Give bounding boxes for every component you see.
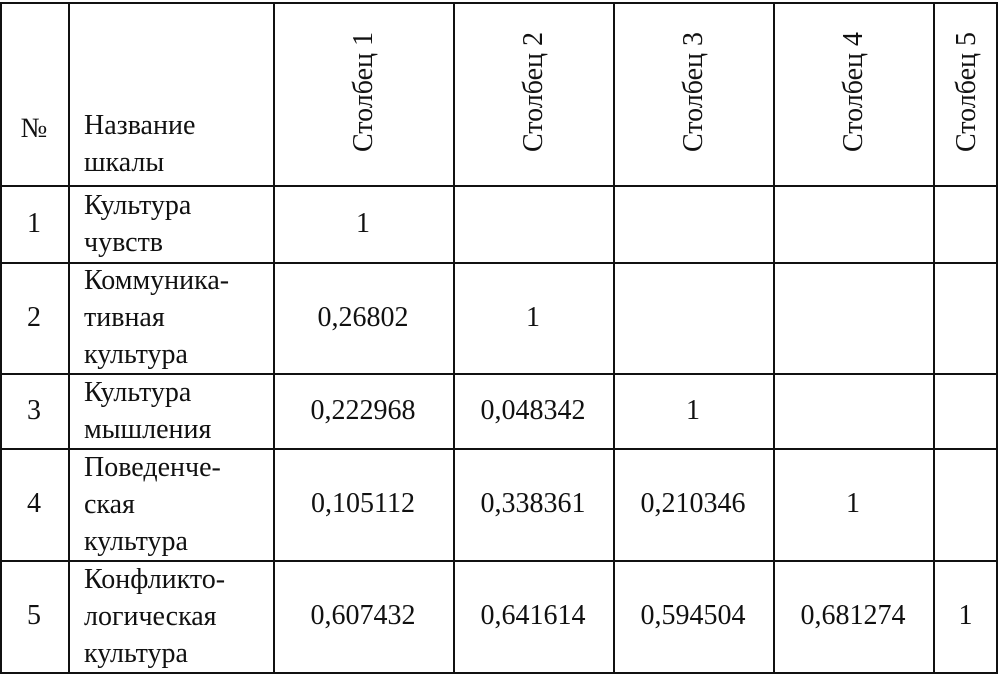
header-column: Столбец 3 <box>678 31 709 153</box>
row-name-line: Поведенче- <box>84 451 221 483</box>
row-name-line: мышления <box>84 413 212 445</box>
row-name: Конфликто-логическая культура <box>68 560 273 672</box>
value-cell: 0,26802 <box>273 262 453 373</box>
value-cell: 0,048342 <box>453 373 613 448</box>
value-cell: 0,105112 <box>273 448 453 560</box>
header-number-cell: № <box>0 2 68 185</box>
value-cell: 1 <box>933 560 998 672</box>
row-number-cell: 2 <box>0 262 68 373</box>
value-cell: 0,338361 <box>453 448 613 560</box>
row-name-line: культура <box>84 525 188 557</box>
table-border <box>0 262 998 264</box>
header-column: Столбец 1 <box>348 31 379 153</box>
table-border <box>613 2 615 674</box>
row-number: 4 <box>27 488 41 519</box>
row-number-cell: 1 <box>0 185 68 262</box>
row-name: Поведенче-ская культура <box>68 448 273 560</box>
table-border <box>0 672 998 674</box>
cell-value: 1 <box>356 207 370 239</box>
value-cell: 0,222968 <box>273 373 453 448</box>
header-name-text: Название шкалы <box>84 107 195 181</box>
cell-value: 0,594504 <box>640 600 746 631</box>
table-border <box>0 2 998 4</box>
table-border <box>0 373 998 375</box>
cell-value: 0,210346 <box>640 488 746 519</box>
table-border <box>273 2 275 674</box>
row-number-cell: 3 <box>0 373 68 448</box>
row-number-cell: 5 <box>0 560 68 672</box>
row-number: 2 <box>27 301 41 333</box>
value-cell: 1 <box>613 373 773 448</box>
row-name-line: культура <box>84 339 188 370</box>
row-name-line: культура <box>84 637 188 669</box>
cell-value: 0,048342 <box>480 394 586 426</box>
header-name: Название шкалы <box>68 2 273 185</box>
row-name-text: Культура мышления <box>84 374 211 448</box>
value-cell: 1 <box>273 185 453 262</box>
row-name-line: ская <box>84 488 135 520</box>
header-number: № <box>20 113 48 144</box>
row-name: Коммуника-тивная культура <box>68 262 273 373</box>
row-name-text: Конфликто-логическая культура <box>84 561 225 672</box>
value-cell: 0,607432 <box>273 560 453 672</box>
row-number: 1 <box>27 207 41 239</box>
cell-value: 0,222968 <box>310 394 416 426</box>
header-column: Столбец 4 <box>838 31 869 153</box>
value-cell: 1 <box>773 448 933 560</box>
table-border <box>773 2 775 674</box>
cell-value: 1 <box>686 394 700 426</box>
cell-value: 1 <box>846 488 860 519</box>
cell-value: 0,338361 <box>480 488 586 519</box>
table-border <box>453 2 455 674</box>
table-border <box>0 448 998 450</box>
header-name-line: шкалы <box>84 147 165 178</box>
header-column: Столбец 5 <box>950 31 982 153</box>
cell-value: 0,105112 <box>311 488 415 519</box>
row-name-text: Поведенче-ская культура <box>84 449 221 560</box>
header-column: Столбец 2 <box>518 31 549 153</box>
row-name-line: Конфликто- <box>84 563 226 595</box>
row-name: Культура мышления <box>68 373 273 448</box>
cell-value: 0,641614 <box>480 600 586 631</box>
row-name-line: Культура <box>84 189 192 221</box>
table-border <box>68 2 70 674</box>
row-number: 3 <box>27 394 41 426</box>
row-name-text: Коммуника-тивная культура <box>84 262 229 373</box>
row-name-line: Коммуника- <box>84 265 230 296</box>
row-name-line: логическая <box>84 600 217 632</box>
row-name-text: Культура чувств <box>84 187 191 261</box>
table-border <box>996 2 998 674</box>
row-name-line: чувств <box>84 226 164 258</box>
row-number: 5 <box>27 600 41 631</box>
row-number-cell: 4 <box>0 448 68 560</box>
table-border <box>0 560 998 562</box>
table-border <box>0 2 2 674</box>
row-name: Культура чувств <box>68 185 273 262</box>
table-border <box>0 185 998 187</box>
table-border <box>933 2 935 674</box>
cell-value: 0,681274 <box>800 600 906 631</box>
cell-value: 1 <box>958 600 973 631</box>
value-cell: 0,681274 <box>773 560 933 672</box>
cell-value: 1 <box>526 301 540 333</box>
value-cell: 1 <box>453 262 613 373</box>
value-cell: 0,210346 <box>613 448 773 560</box>
header-name-line: Название <box>84 110 196 141</box>
cell-value: 0,607432 <box>310 600 416 631</box>
row-name-line: Культура <box>84 376 192 408</box>
value-cell: 0,594504 <box>613 560 773 672</box>
cell-value: 0,26802 <box>317 301 409 333</box>
value-cell: 0,641614 <box>453 560 613 672</box>
row-name-line: тивная <box>84 302 165 333</box>
